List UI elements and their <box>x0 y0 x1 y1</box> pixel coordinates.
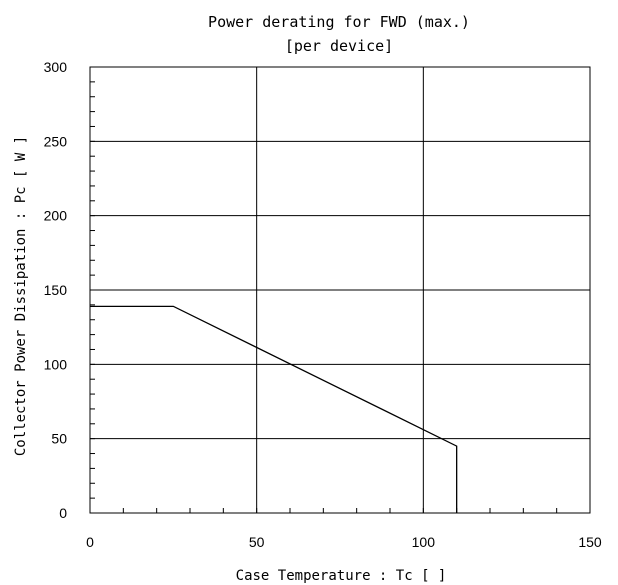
series <box>90 305 458 513</box>
y-tick-label: 300 <box>44 59 68 75</box>
y-tick-label: 50 <box>51 431 67 447</box>
chart-subtitle: [per device] <box>285 37 393 55</box>
y-axis-ticks: 0 50 100 150 200 250 300 <box>44 59 68 521</box>
derating-curve <box>90 305 458 513</box>
x-axis-ticks: 0 50 100 150 <box>86 534 602 550</box>
y-tick-label: 250 <box>44 133 68 149</box>
y-tick-label: 100 <box>44 356 68 372</box>
x-axis-label: Case Temperature : Tc [ ] <box>236 568 447 584</box>
y-tick-label: 200 <box>44 208 68 224</box>
x-tick-label: 150 <box>578 534 602 550</box>
grid <box>90 67 590 513</box>
y-tick-label: 0 <box>59 505 67 521</box>
plot-frame <box>89 66 591 514</box>
x-tick-label: 0 <box>86 534 94 550</box>
x-tick-label: 100 <box>412 534 436 550</box>
y-tick-label: 150 <box>44 282 68 298</box>
minor-ticks <box>90 81 558 513</box>
x-tick-label: 50 <box>249 534 265 550</box>
y-axis-label: Collector Power Dissipation : Pc [ W ] <box>13 136 29 456</box>
chart-title: Power derating for FWD (max.) <box>208 13 470 31</box>
